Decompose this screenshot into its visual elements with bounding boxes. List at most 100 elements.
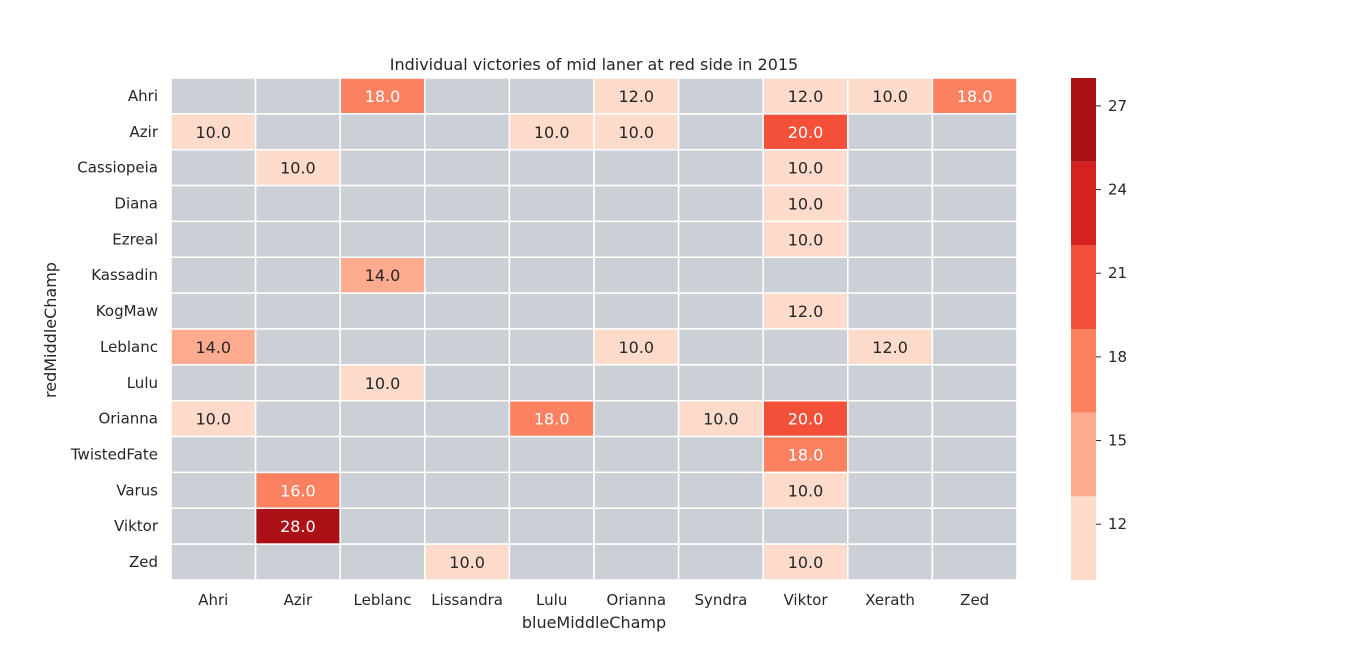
heatmap-cell-empty [424,435,511,474]
heatmap-cell-empty [424,471,511,510]
heatmap-cell-empty [339,292,426,330]
x-tick-label: Xerath [865,591,915,609]
heatmap-cell-empty [508,77,595,115]
heatmap-cell-empty [508,220,595,259]
heatmap-cell-empty [931,328,1018,366]
colorbar-segment [1071,161,1096,246]
heatmap-cell-empty [254,184,341,223]
heatmap-cell [677,399,764,438]
colorbar-tick-label: 21 [1108,264,1127,282]
heatmap-cell-empty [677,113,764,151]
heatmap-cell-empty [847,543,934,581]
heatmap-cell-empty [593,543,680,581]
y-tick-label: Kassadin [91,266,158,284]
heatmap-cell-empty [762,256,849,294]
cell-value-label: 10.0 [788,159,824,178]
x-axis-label: blueMiddleChamp [522,613,666,632]
cell-value-label: 10.0 [534,123,570,142]
cell-value-label: 12.0 [788,87,824,106]
heatmap-cell-empty [847,399,934,438]
cell-value-label: 10.0 [449,553,485,572]
heatmap-cell-empty [931,507,1018,545]
heatmap-cell-empty [508,292,595,330]
heatmap-cell-empty [847,364,934,402]
cell-value-label: 18.0 [365,87,401,106]
heatmap-cell-empty [254,364,341,402]
heatmap-cell-empty [170,148,257,187]
heatmap-cell-empty [593,399,680,438]
heatmap-cell-empty [254,292,341,330]
heatmap-cell-empty [677,507,764,545]
heatmap-cell-empty [339,148,426,187]
cell-value-label: 18.0 [788,446,824,465]
heatmap-cell-empty [424,328,511,366]
colorbar-segment [1071,78,1096,162]
heatmap-cell-empty [254,399,341,438]
y-tick-label: Zed [129,553,158,571]
heatmap-cell-empty [170,184,257,223]
cell-value-label: 12.0 [618,87,654,106]
heatmap-cell-empty [847,220,934,259]
heatmap-cell-empty [593,292,680,330]
heatmap-cell [424,543,511,581]
cell-value-label: 10.0 [788,195,824,214]
heatmap-cell-empty [847,435,934,474]
heatmap-cell-empty [847,148,934,187]
cell-value-label: 18.0 [957,87,993,106]
x-tick-label: Viktor [783,591,828,609]
y-tick-label: Ahri [128,87,158,105]
heatmap-cell-empty [847,113,934,151]
heatmap-cells: 18.0 12.0 12.0 10.0 18.0 10.0 10.0 10.0 20.0 10.0… [170,77,1018,581]
heatmap-cell-empty [931,364,1018,402]
heatmap-cell-empty [424,399,511,438]
cell-value-label: 20.0 [788,410,824,429]
y-tick-label: TwistedFate [70,446,158,464]
heatmap-cell-empty [931,399,1018,438]
y-tick-label: KogMaw [96,302,158,320]
x-tick-label: Orianna [607,591,667,609]
heatmap-cell [762,399,849,438]
cell-value-label: 10.0 [618,338,654,357]
heatmap-cell [339,77,426,115]
heatmap-cell-empty [170,364,257,402]
cell-value-label: 10.0 [618,123,654,142]
colorbar-tick-label: 24 [1108,181,1127,199]
heatmap-cell-empty [931,435,1018,474]
heatmap-cell-empty [339,507,426,545]
x-tick-label: Zed [960,591,989,609]
heatmap-cell-empty [931,543,1018,581]
heatmap-cell-empty [593,220,680,259]
cell-value-label: 12.0 [788,302,824,321]
heatmap-cell-empty [847,256,934,294]
heatmap-cell-empty [170,507,257,545]
heatmap-cell-empty [339,471,426,510]
heatmap-cell-empty [339,220,426,259]
heatmap-cell-empty [593,256,680,294]
heatmap-cell-empty [931,256,1018,294]
colorbar-tick-label: 12 [1108,515,1127,533]
heatmap-cell [170,328,257,366]
heatmap-cell-empty [593,364,680,402]
cell-value-label: 10.0 [280,159,316,178]
cell-value-label: 14.0 [195,338,231,357]
heatmap-cell-empty [254,256,341,294]
colorbar-segment [1071,496,1096,580]
heatmap-cell [593,328,680,366]
y-tick-label: Cassiopeia [77,159,158,177]
heatmap-cell-empty [677,184,764,223]
heatmap-cell [254,507,341,545]
heatmap-cell-empty [170,77,257,115]
heatmap-cell-empty [254,435,341,474]
colorbar-segment [1071,245,1096,329]
heatmap-cell [847,328,934,366]
heatmap-cell-empty [424,148,511,187]
heatmap-cell-empty [424,256,511,294]
cell-value-label: 16.0 [280,481,316,500]
heatmap-cell-empty [593,507,680,545]
y-tick-label: Orianna [98,410,158,428]
x-tick-label: Lissandra [431,591,503,609]
heatmap-cell-empty [339,328,426,366]
y-tick-label: Varus [116,481,158,499]
heatmap-cell-empty [424,292,511,330]
